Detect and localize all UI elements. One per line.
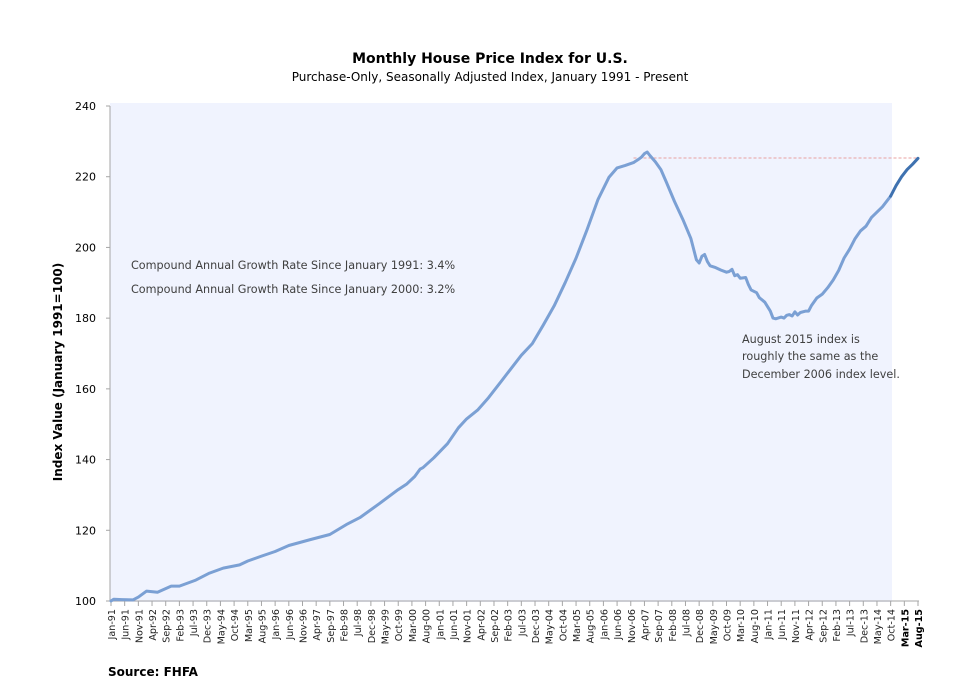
x-tick-label: Mar-05 [572, 609, 583, 642]
x-tick-label: Jun-91 [121, 609, 132, 641]
x-tick-label: Aug-95 [257, 609, 268, 643]
x-tick-label: Aug-00 [422, 609, 433, 643]
x-tick-label: Dec-93 [203, 609, 214, 643]
x-tick-label: Jul-13 [846, 609, 857, 637]
x-tick-label: Nov-11 [791, 609, 802, 643]
x-tick-label: Sep-02 [490, 609, 501, 643]
x-tick-label: May-94 [216, 609, 227, 644]
x-tick-label: Nov-96 [298, 609, 309, 643]
hpi-series-line-recent [889, 156, 920, 198]
x-tick-label: Jan-91 [107, 609, 118, 640]
x-tick-label: Dec-98 [367, 609, 378, 643]
cagr-1991-annotation: Compound Annual Growth Rate Since Januar… [131, 259, 455, 272]
cagr-2000-annotation: Compound Annual Growth Rate Since Januar… [131, 283, 455, 296]
aug2015-note-line-2: roughly the same as the [742, 350, 878, 363]
x-tick-label: Apr-07 [640, 609, 651, 641]
x-tick-label: May-09 [709, 609, 720, 644]
y-tick-label: 120 [75, 524, 96, 537]
x-tick-label: May-04 [545, 609, 556, 644]
y-tick-label: 240 [75, 100, 96, 113]
x-tick-label: Jan-01 [435, 609, 446, 640]
x-tick-label: Apr-02 [476, 609, 487, 641]
x-tick-label: Jan-96 [271, 609, 282, 640]
x-tick-label: Apr-97 [312, 609, 323, 641]
x-tick-label: Oct-99 [394, 609, 405, 641]
x-axis: Jan-91 Jun-91 Nov-91 Apr-92 Sep-92 Feb-93 Jul-… [107, 600, 925, 647]
aug2015-note-line-3: December 2006 index level. [742, 368, 900, 381]
x-tick-label: Sep-07 [654, 609, 665, 643]
x-tick-label: Jan-06 [599, 609, 610, 640]
x-tick-label: Mar-15 [900, 609, 911, 647]
x-tick-label: Jun-96 [285, 609, 296, 641]
x-tick-label: Jan-11 [764, 609, 775, 640]
x-tick-label: Mar-00 [408, 609, 419, 642]
x-tick-label: Apr-12 [805, 609, 816, 641]
y-axis: 100 120 140 160 180 200 220 240 [75, 100, 111, 608]
x-tick-label: Oct-04 [558, 609, 569, 641]
y-tick-label: 220 [75, 171, 96, 184]
y-tick-label: 200 [75, 241, 96, 254]
x-tick-label: Jul-93 [189, 609, 200, 637]
x-tick-label: Sep-92 [162, 609, 173, 643]
x-tick-label: Mar-10 [736, 609, 747, 642]
x-tick-label: Jul-08 [681, 609, 692, 637]
x-tick-label: Feb-93 [175, 609, 186, 642]
x-tick-label: Oct-09 [723, 609, 734, 641]
chart-subtitle: Purchase-Only, Seasonally Adjusted Index… [292, 70, 689, 84]
x-tick-label: Aug-10 [750, 609, 761, 643]
hpi-series-line [109, 150, 893, 603]
y-tick-label: 140 [75, 454, 96, 467]
x-tick-label: May-14 [873, 609, 884, 644]
x-tick-label: Sep-97 [326, 609, 337, 643]
x-tick-label: Nov-01 [463, 609, 474, 643]
x-tick-label: Jun-06 [613, 609, 624, 641]
x-tick-label: Aug-05 [586, 609, 597, 643]
source-label: Source: FHFA [108, 665, 199, 679]
x-tick-label: Dec-03 [531, 609, 542, 643]
x-tick-label: Jun-11 [777, 609, 788, 641]
chart-title: Monthly House Price Index for U.S. [352, 51, 628, 67]
x-tick-label: Feb-13 [832, 609, 843, 642]
aug2015-note-line-1: August 2015 index is [742, 333, 860, 346]
x-tick-label: Feb-03 [504, 609, 515, 642]
y-tick-label: 180 [75, 312, 96, 325]
plot-area-background [110, 103, 892, 602]
x-tick-label: Nov-91 [134, 609, 145, 643]
x-tick-label: Dec-13 [859, 609, 870, 643]
y-axis-label: Index Value (January 1991=100) [51, 263, 65, 482]
x-tick-label: May-99 [381, 609, 392, 644]
y-tick-label: 100 [75, 595, 96, 608]
x-tick-label: Nov-06 [627, 609, 638, 643]
x-tick-label: Oct-94 [230, 609, 241, 641]
x-tick-label: Jul-98 [353, 609, 364, 637]
y-tick-label: 160 [75, 383, 96, 396]
x-tick-label: Sep-12 [818, 609, 829, 643]
x-tick-label: Apr-92 [148, 609, 159, 641]
x-tick-label: Mar-95 [244, 609, 255, 642]
x-tick-label: Feb-98 [340, 609, 351, 642]
x-tick-label: Aug-15 [914, 609, 925, 647]
series-layer [109, 150, 920, 603]
x-tick-label: Jul-03 [517, 609, 528, 637]
x-tick-label: Oct-14 [887, 609, 898, 641]
x-tick-label: Feb-08 [668, 609, 679, 642]
x-tick-label: Dec-08 [695, 609, 706, 643]
x-tick-label: Jun-01 [449, 609, 460, 641]
